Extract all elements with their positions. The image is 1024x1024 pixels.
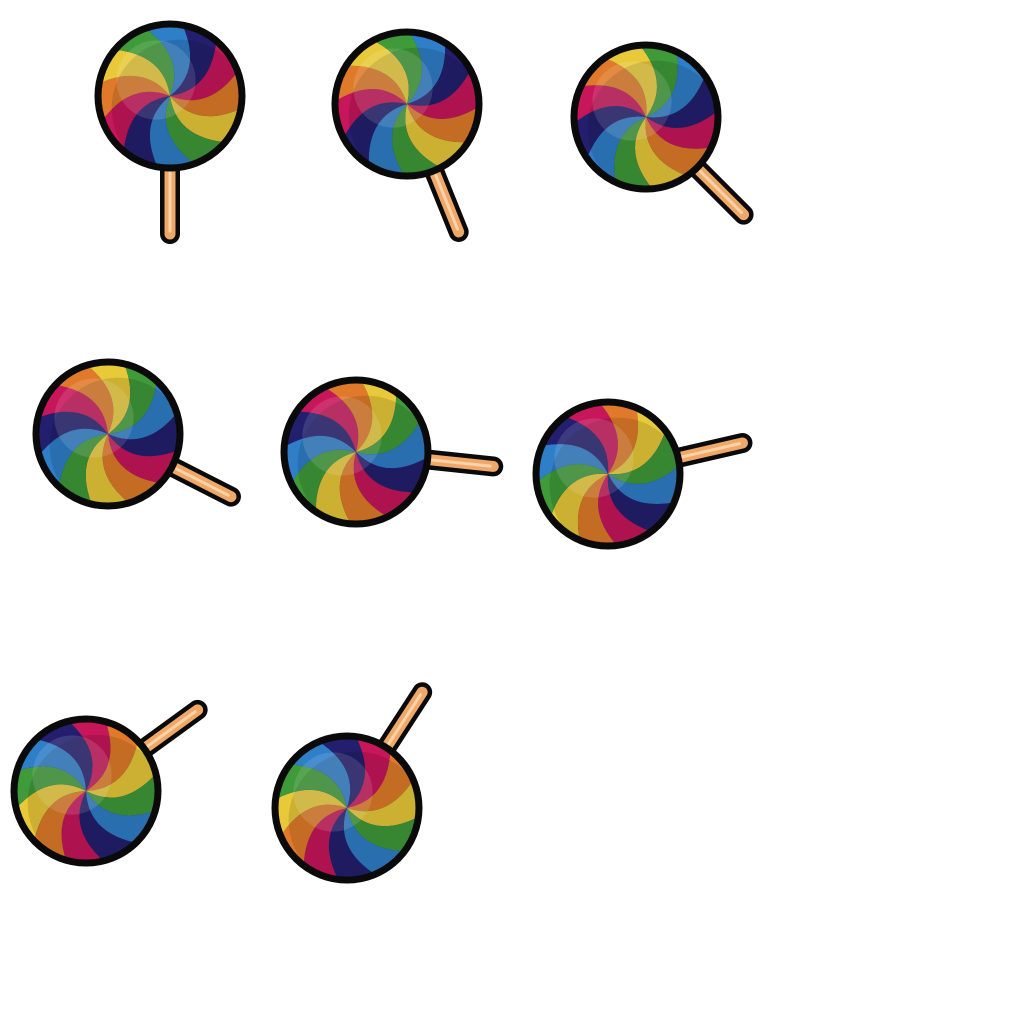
lollipop-candy	[532, 398, 684, 550]
lollipop-frame-4	[32, 358, 241, 510]
lollipop-candy	[32, 358, 184, 510]
lollipop-candy	[280, 376, 432, 528]
lollipop-candy	[94, 20, 246, 172]
lollipop-candy	[10, 715, 162, 867]
lollipop-frame-5	[280, 376, 504, 528]
lollipop-frame-6	[532, 398, 753, 550]
lollipop-frames	[10, 20, 754, 884]
lollipop-frame-3	[570, 41, 754, 225]
lollipop-candy	[271, 732, 423, 884]
lollipop-frame-8	[271, 682, 433, 884]
lollipop-frame-2	[331, 28, 483, 242]
lollipop-candy	[331, 28, 483, 180]
lollipop-frame-7	[10, 699, 208, 867]
lollipop-frame-1	[94, 20, 246, 244]
